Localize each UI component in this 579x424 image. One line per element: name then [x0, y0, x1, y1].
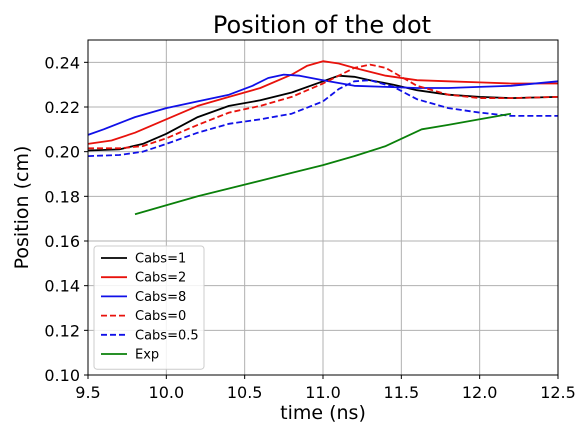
series-line-exp — [134, 112, 512, 216]
y-tick-label: 0.18 — [44, 187, 80, 206]
legend-label: Cabs=1 — [135, 252, 186, 267]
legend-label: Cabs=0.5 — [135, 328, 199, 343]
y-tick-label: 0.12 — [44, 321, 80, 340]
series-line-cabs-2 — [87, 60, 558, 145]
y-tick-label: 0.22 — [44, 98, 80, 117]
y-tick-label: 0.24 — [44, 53, 80, 72]
x-axis: 9.5 10.0 10.5 11.0 11.5 12.0 12.5 — [75, 375, 576, 402]
legend: Cabs=1 Cabs=2 Cabs=8 Cabs=0 Cabs=0.5 Exp — [93, 245, 205, 370]
y-axis: 0.10 0.12 0.14 0.16 0.18 0.20 0.22 0.24 — [44, 53, 88, 385]
series-line-cabs-8 — [87, 73, 559, 136]
x-tick-label: 10.0 — [149, 383, 185, 402]
series-layer — [87, 60, 559, 216]
y-tick-label: 0.14 — [44, 277, 80, 296]
x-tick-label: 9.5 — [75, 383, 100, 402]
y-tick-label: 0.10 — [44, 366, 80, 385]
y-tick-label: 0.16 — [44, 232, 80, 251]
y-axis-label: Position (cm) — [11, 146, 33, 270]
x-tick-label: 10.5 — [227, 383, 263, 402]
x-axis-label: time (ns) — [280, 402, 366, 424]
x-tick-label: 12.5 — [540, 383, 576, 402]
legend-label: Exp — [135, 348, 159, 363]
x-tick-label: 11.0 — [305, 383, 341, 402]
legend-label: Cabs=8 — [135, 290, 186, 305]
legend-label: Cabs=2 — [135, 271, 186, 286]
y-tick-label: 0.20 — [44, 143, 80, 162]
series-line-cabs-0-5 — [87, 79, 558, 157]
series-line-cabs-0 — [88, 63, 559, 150]
x-tick-label: 12.0 — [462, 383, 498, 402]
x-tick-label: 11.5 — [384, 383, 420, 402]
chart-title: Position of the dot — [213, 11, 431, 39]
grid — [87, 40, 559, 376]
legend-label: Cabs=0 — [135, 309, 186, 324]
